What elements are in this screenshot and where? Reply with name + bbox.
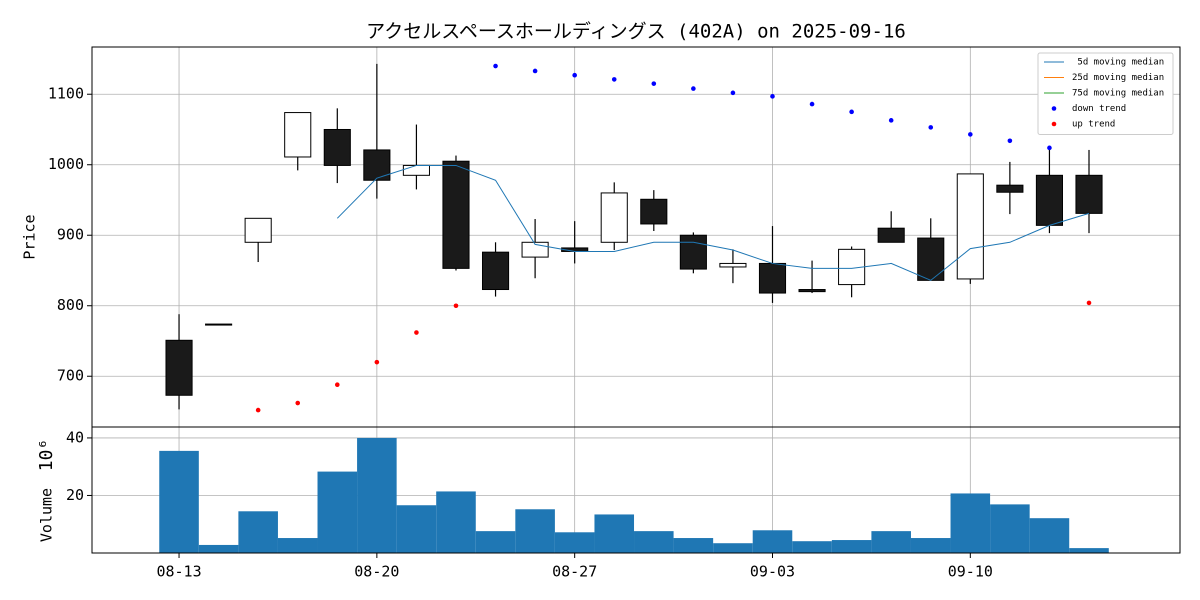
trend-point — [730, 90, 736, 96]
moving-median-line — [336, 164, 1090, 281]
volume-bar — [159, 450, 199, 553]
trend-point — [532, 68, 538, 74]
y-tick-label: 20 — [66, 486, 84, 504]
trend-point — [770, 94, 775, 99]
volume-bar — [713, 543, 753, 553]
trend-point — [374, 359, 380, 365]
volume-bar — [1069, 548, 1109, 553]
volume-bar — [871, 531, 911, 553]
candle-body — [640, 198, 668, 225]
candle-body — [1075, 174, 1103, 214]
candle-body — [284, 112, 312, 158]
candle-body — [323, 128, 351, 166]
legend-label: 25d moving median — [1072, 73, 1164, 83]
volume-bar — [910, 538, 951, 553]
volume-bar — [673, 538, 714, 553]
trend-point — [334, 382, 340, 387]
volume-bar — [475, 531, 516, 553]
legend-swatch — [1051, 121, 1057, 127]
volume-bar — [436, 491, 476, 553]
y-tick-label: 40 — [66, 428, 84, 446]
trend-point — [849, 109, 854, 115]
trend-point — [1047, 145, 1052, 151]
candle-body — [719, 262, 747, 268]
trend-point — [651, 81, 657, 86]
volume-bar — [396, 505, 437, 553]
trend-point — [414, 330, 419, 335]
candle-body — [205, 323, 233, 326]
trend-point — [295, 400, 301, 406]
x-tick-label: 09-10 — [948, 563, 993, 581]
trend-point — [691, 86, 696, 91]
chart-title: アクセルスペースホールディングス (402A) on 2025-09-16 — [366, 21, 906, 43]
legend-label: 75d moving median — [1072, 89, 1164, 99]
volume-bar — [792, 541, 832, 553]
legend-label: up trend — [1072, 120, 1115, 130]
volume-bar — [198, 544, 239, 553]
volume-offset: 10⁶ — [36, 439, 57, 472]
trend-point — [611, 77, 617, 82]
x-tick-label: 08-27 — [552, 563, 597, 581]
candle-body — [1035, 174, 1063, 226]
legend-label: down trend — [1072, 104, 1126, 114]
volume-bar — [238, 511, 278, 553]
candle-body — [956, 173, 984, 280]
candle-body — [679, 234, 707, 270]
trend-point — [1007, 138, 1013, 144]
legend-swatch — [1051, 106, 1057, 111]
trend-point — [255, 407, 261, 413]
trend-point — [968, 132, 973, 137]
x-tick-label: 08-20 — [354, 563, 399, 581]
volume-bar — [634, 531, 674, 553]
candle-body — [442, 160, 470, 269]
trend-point — [928, 125, 934, 130]
volume-bar — [752, 530, 793, 553]
y-axis-label: Price — [21, 214, 39, 259]
x-tick-label: 09-03 — [750, 563, 795, 581]
candle-body — [244, 217, 272, 243]
trend-point — [809, 101, 815, 107]
candle-body — [917, 237, 945, 281]
volume-bar — [515, 509, 555, 553]
trend-point — [453, 303, 459, 309]
volume-bar — [277, 538, 318, 553]
candle-body — [758, 262, 787, 294]
volume-frame — [91, 426, 1181, 554]
volume-bar — [554, 532, 595, 553]
trend-point — [572, 72, 577, 78]
candle-body — [798, 289, 826, 293]
candle-body — [877, 227, 905, 243]
volume-bar — [317, 471, 358, 553]
legend-box — [1037, 52, 1174, 135]
trend-point — [493, 63, 498, 69]
candle-body — [600, 192, 628, 243]
y-tick-label: 1100 — [48, 85, 84, 103]
legend-label: 5d moving median — [1072, 58, 1164, 68]
volume-bar — [950, 493, 991, 553]
y-tick-label: 700 — [57, 367, 84, 385]
volume-axis-label: Volume — [38, 488, 56, 542]
candle-body — [165, 339, 193, 396]
trend-point — [888, 118, 894, 123]
trend-point — [1086, 300, 1092, 306]
volume-bar — [831, 540, 872, 553]
volume-bar — [594, 514, 635, 553]
x-tick-label: 08-13 — [156, 563, 201, 581]
y-tick-label: 800 — [57, 296, 84, 314]
volume-bar — [357, 437, 397, 553]
y-tick-label: 1000 — [48, 155, 84, 173]
volume-bar — [990, 504, 1030, 553]
y-tick-label: 900 — [57, 226, 84, 244]
candle-body — [402, 164, 430, 176]
volume-bar — [1029, 518, 1070, 553]
candle-body — [481, 251, 510, 291]
candle-body — [996, 184, 1024, 193]
